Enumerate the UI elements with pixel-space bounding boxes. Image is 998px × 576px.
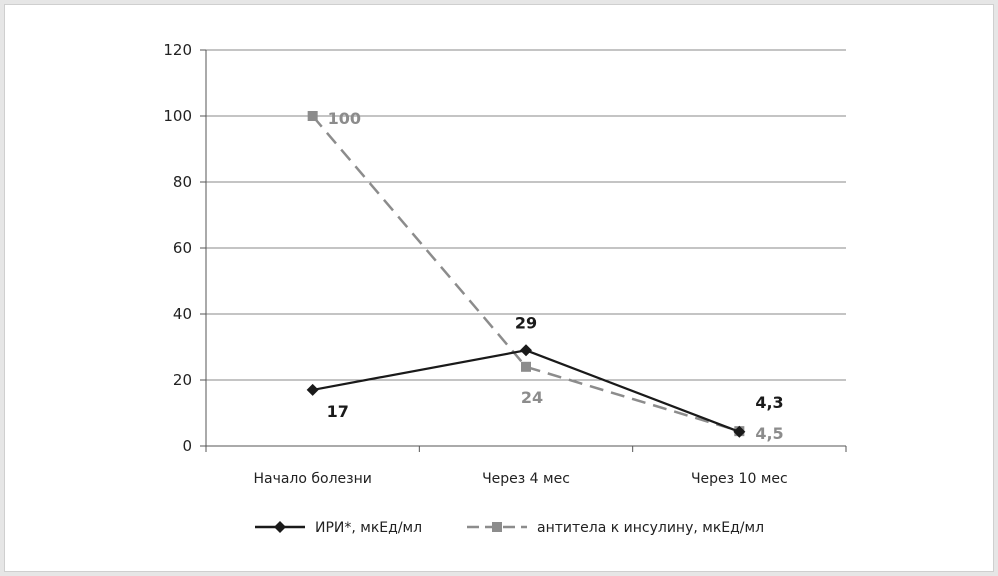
x-tick-label: Через 10 мес	[691, 471, 788, 487]
series-line-2	[311, 115, 740, 433]
x-tick-label: Через 4 мес	[482, 471, 570, 487]
y-tick-labels: 0 20 40 60 80 100 120	[163, 41, 192, 455]
x-tick-labels: Начало болезни Через 4 мес Через 10 мес	[253, 471, 787, 487]
series-2-point	[307, 111, 318, 121]
data-label: 24	[521, 388, 543, 407]
data-label: 4,3	[755, 393, 783, 412]
series-1-point	[733, 425, 746, 438]
y-tick-label: 0	[182, 437, 192, 455]
y-tick-label: 100	[163, 107, 192, 125]
data-label: 29	[515, 313, 537, 332]
legend-label-2: антитела к инсулину, мкЕд/мл	[537, 520, 764, 536]
series-1-point	[306, 383, 319, 396]
data-label: 17	[327, 402, 349, 421]
y-tick-label: 60	[173, 239, 192, 257]
legend-marker-2	[492, 522, 502, 532]
series-layer	[306, 111, 746, 438]
axes	[200, 49, 847, 452]
legend: ИРИ*, мкЕд/мл антитела к инсулину, мкЕд/м…	[255, 520, 764, 536]
y-tick-label: 80	[173, 173, 192, 191]
series-1-point	[520, 344, 532, 357]
series-2-point	[521, 361, 531, 372]
y-tick-label: 120	[163, 41, 192, 59]
legend-label-1: ИРИ*, мкЕд/мл	[315, 520, 422, 536]
legend-marker-1	[274, 521, 286, 533]
data-label: 100	[328, 109, 361, 128]
data-labels-layer: 100 24 4,5 17 29 4,3	[327, 109, 784, 443]
y-tick-label: 40	[173, 305, 192, 323]
y-tick-label: 20	[173, 371, 192, 389]
x-tick-label: Начало болезни	[253, 471, 371, 487]
line-chart: 0 20 40 60 80 100 120 Начало болезни Через 4 ме…	[163, 41, 847, 536]
data-label: 4,5	[755, 424, 783, 443]
chart-frame: 0 20 40 60 80 100 120 Начало болезни Через 4 ме…	[4, 4, 994, 572]
